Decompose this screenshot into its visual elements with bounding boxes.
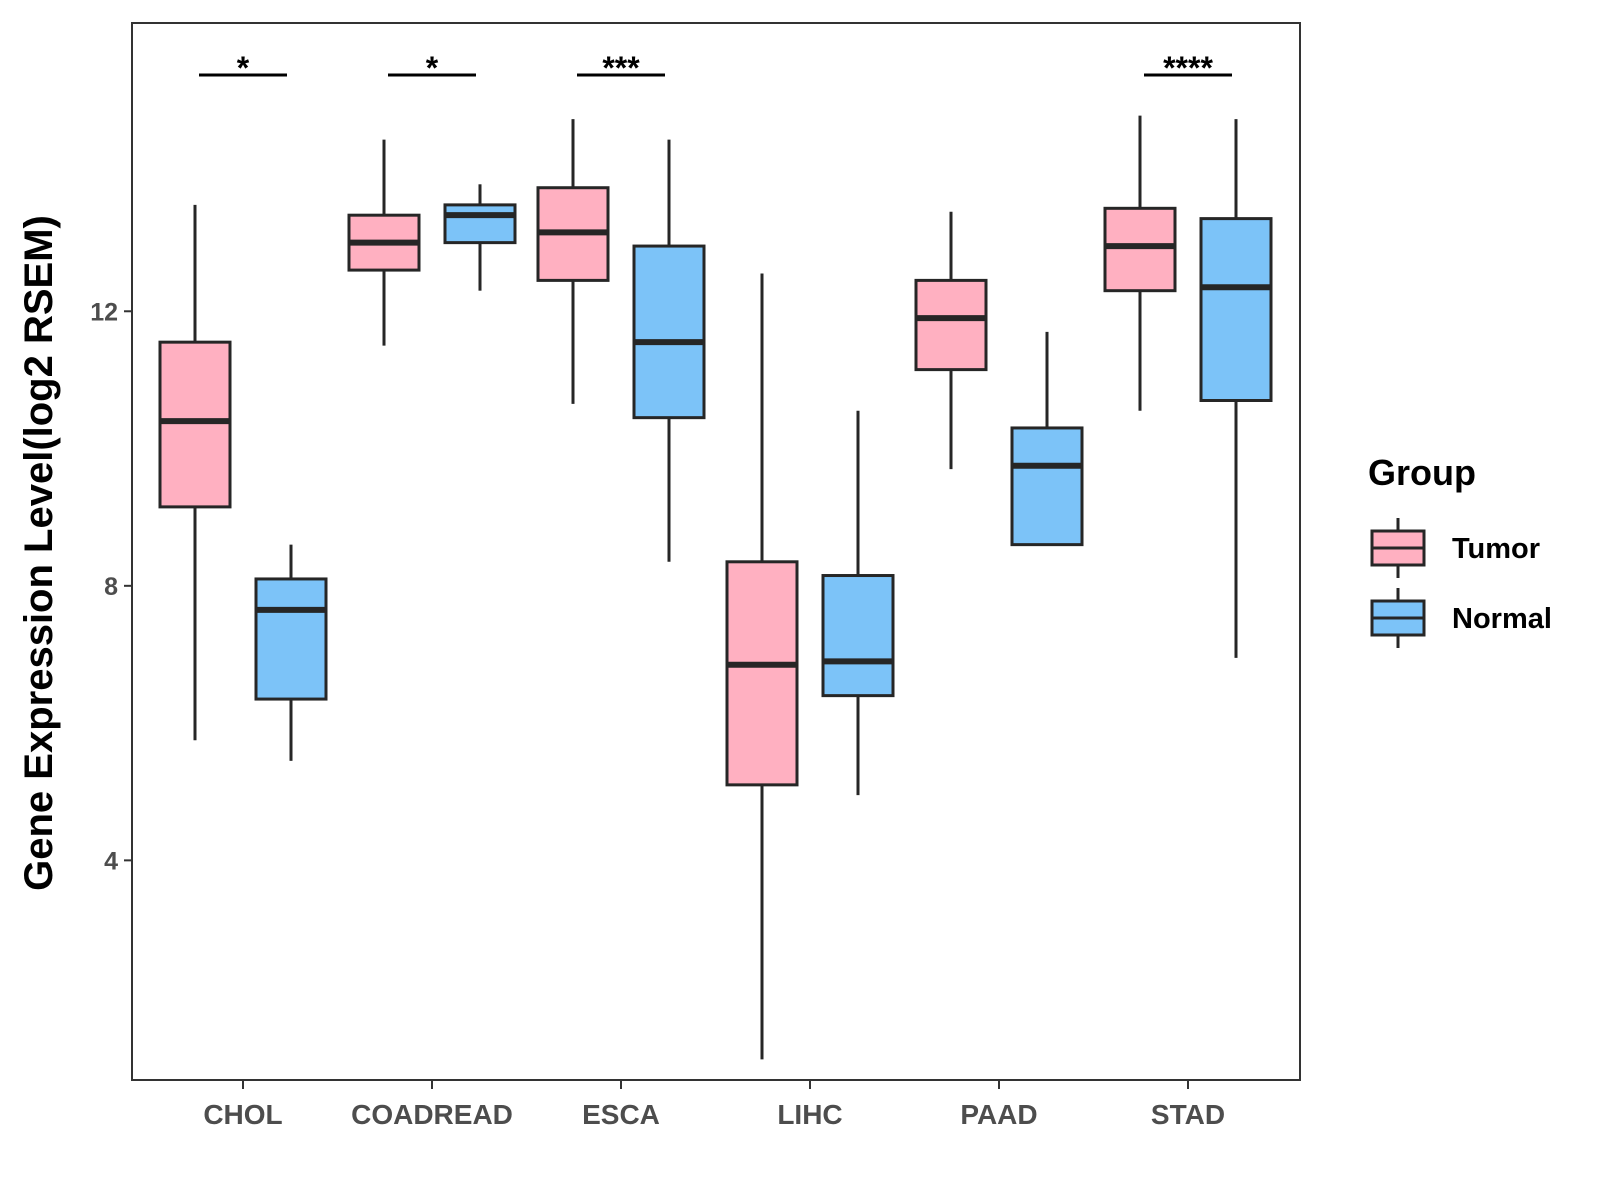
iqr-box-tumor-paad bbox=[914, 278, 988, 372]
y-axis-label: Gene Expression Level(log2 RSEM) bbox=[17, 215, 61, 891]
significance-label-stad: **** bbox=[1163, 50, 1213, 86]
significance-label-chol: * bbox=[237, 50, 250, 86]
box-normal-esca bbox=[632, 139, 706, 562]
y-tick-label-8: 8 bbox=[104, 573, 118, 601]
significance-label-coadread: * bbox=[426, 50, 439, 86]
box-tumor-esca bbox=[536, 119, 610, 404]
box-tumor-lihc bbox=[725, 273, 799, 1060]
legend: Group Tumor Normal bbox=[1368, 452, 1552, 648]
box-normal-stad bbox=[1199, 119, 1273, 658]
box-tumor-chol bbox=[158, 204, 232, 741]
box-tumor-paad bbox=[914, 211, 988, 470]
iqr-box-tumor-lihc bbox=[725, 560, 799, 787]
iqr-box-normal-paad bbox=[1010, 426, 1084, 547]
iqr-box-normal-stad bbox=[1199, 217, 1273, 402]
y-tick-label-4: 4 bbox=[104, 847, 118, 875]
x-tick-label-coadread: COADREAD bbox=[351, 1099, 513, 1130]
x-tick-label-esca: ESCA bbox=[582, 1099, 660, 1130]
box-tumor-coadread bbox=[347, 139, 421, 346]
plot-panel bbox=[131, 22, 1301, 1081]
x-tick-label-paad: PAAD bbox=[960, 1099, 1037, 1130]
box-normal-paad bbox=[1010, 331, 1084, 547]
legend-label-normal: Normal bbox=[1452, 603, 1552, 635]
box-normal-lihc bbox=[821, 410, 895, 796]
iqr-box-normal-lihc bbox=[821, 574, 895, 698]
iqr-box-normal-coadread bbox=[443, 203, 517, 245]
iqr-box-tumor-chol bbox=[158, 340, 232, 509]
legend-title: Group bbox=[1368, 452, 1476, 493]
legend-item-tumor: Tumor bbox=[1370, 518, 1540, 578]
box-normal-coadread bbox=[443, 184, 517, 291]
iqr-box-normal-chol bbox=[254, 577, 328, 701]
iqr-box-normal-esca bbox=[632, 244, 706, 420]
iqr-box-tumor-stad bbox=[1103, 206, 1177, 293]
x-tick-label-lihc: LIHC bbox=[777, 1099, 842, 1130]
y-tick-label-12: 12 bbox=[90, 298, 118, 326]
significance-label-esca: *** bbox=[602, 50, 640, 86]
legend-label-tumor: Tumor bbox=[1452, 533, 1540, 565]
x-tick-label-stad: STAD bbox=[1151, 1099, 1225, 1130]
box-tumor-stad bbox=[1103, 115, 1177, 411]
legend-item-normal: Normal bbox=[1370, 588, 1552, 648]
box-normal-chol bbox=[254, 544, 328, 761]
x-tick-label-chol: CHOL bbox=[203, 1099, 282, 1130]
